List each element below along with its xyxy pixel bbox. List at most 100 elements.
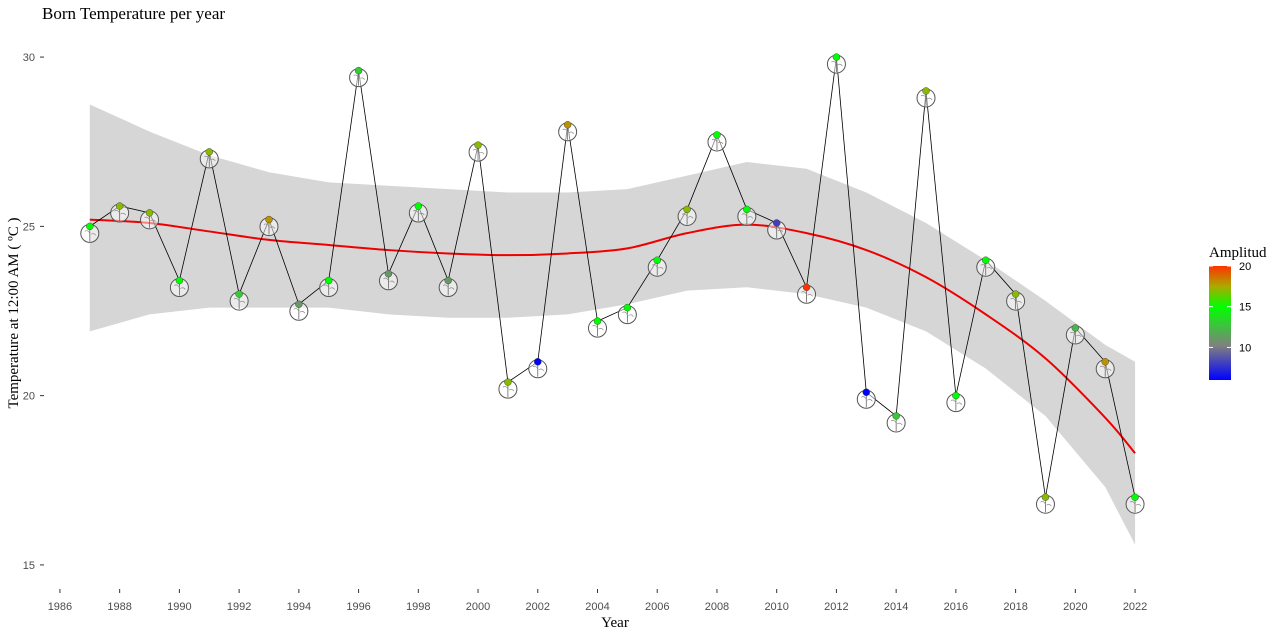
- x-tick-label: 1990: [167, 601, 191, 613]
- marker-detail: [950, 399, 963, 405]
- y-axis-title: Temperature at 12:00 AM ( ºC ): [6, 217, 22, 408]
- data-point: [976, 256, 996, 277]
- data-point: [916, 87, 936, 108]
- data-point: [1035, 493, 1055, 514]
- data-point: [528, 358, 548, 379]
- data-point: [1006, 290, 1026, 311]
- marker-detail: [293, 308, 306, 314]
- x-tick-label: 1988: [107, 601, 131, 613]
- marker-dot: [265, 215, 273, 224]
- marker-dot: [952, 391, 960, 400]
- x-tick-label: 2010: [764, 601, 788, 613]
- marker-dot: [683, 205, 691, 214]
- marker-detail: [1040, 501, 1052, 507]
- data-point: [647, 256, 667, 277]
- data-point: [886, 412, 906, 433]
- marker-dot: [1131, 493, 1139, 501]
- marker-detail: [472, 149, 485, 155]
- data-point: [199, 148, 219, 169]
- x-tick-label: 2020: [1063, 601, 1087, 613]
- marker-detail: [711, 138, 724, 145]
- data-point: [110, 202, 130, 223]
- marker-dot: [534, 358, 542, 366]
- legend-colorbar: [1209, 266, 1231, 380]
- data-point: [797, 283, 817, 304]
- marker-detail: [174, 284, 186, 290]
- marker-dot: [1011, 290, 1020, 298]
- marker-dot: [354, 66, 363, 75]
- marker-detail: [562, 128, 574, 135]
- confidence-band-layer: [89, 104, 1136, 545]
- marker-dot: [772, 219, 781, 227]
- x-tick-label: 2006: [645, 601, 669, 613]
- data-point: [1095, 358, 1115, 379]
- marker-dot: [414, 202, 423, 210]
- marker-detail: [204, 155, 216, 162]
- x-tick-label: 2000: [466, 601, 490, 613]
- marker-detail: [532, 365, 545, 371]
- marker-detail: [861, 396, 873, 402]
- x-tick-label: 2008: [705, 601, 729, 613]
- marker-dot: [832, 53, 841, 61]
- marker-detail: [413, 210, 425, 216]
- marker-detail: [741, 213, 754, 219]
- data-point: [588, 317, 607, 338]
- data-point: [856, 388, 876, 409]
- marker-dot: [384, 270, 393, 278]
- data-point: [617, 303, 637, 325]
- marker-detail: [1070, 331, 1082, 338]
- marker-dot: [1071, 324, 1080, 332]
- data-point: [408, 202, 428, 223]
- x-tick-label: 2012: [824, 601, 848, 613]
- data-point: [229, 290, 249, 311]
- data-point: [498, 378, 518, 399]
- confidence-band: [89, 104, 1136, 545]
- marker-detail: [890, 419, 903, 426]
- x-tick-label: 2002: [526, 601, 550, 613]
- x-tick-label: 2016: [944, 601, 968, 613]
- marker-detail: [980, 264, 993, 270]
- chart-title: Born Temperature per year: [42, 4, 225, 23]
- marker-dot: [86, 222, 94, 231]
- marker-detail: [84, 230, 97, 236]
- y-tick-label: 25: [23, 221, 35, 233]
- marker-detail: [442, 284, 455, 290]
- marker-layer: [80, 53, 1145, 514]
- trend-line-layer: [89, 218, 1136, 454]
- data-point: [677, 205, 697, 226]
- marker-detail: [622, 311, 634, 317]
- marker-detail: [801, 291, 813, 297]
- data-point: [946, 391, 966, 413]
- x-tick-label: 1992: [227, 601, 251, 613]
- marker-detail: [771, 226, 783, 233]
- data-point: [438, 276, 458, 298]
- x-tick-label: 2004: [585, 601, 609, 613]
- data-point: [767, 219, 787, 240]
- data-point: [826, 53, 846, 74]
- data-point: [349, 66, 369, 88]
- data-point: [378, 270, 398, 291]
- marker-detail: [383, 277, 395, 283]
- marker-detail: [502, 386, 515, 392]
- data-point: [169, 276, 189, 298]
- marker-detail: [652, 264, 664, 270]
- marker-detail: [920, 94, 933, 101]
- x-tick-label: 1994: [287, 601, 311, 613]
- data-point: [468, 141, 488, 162]
- marker-detail: [263, 223, 276, 229]
- marker-dot: [504, 378, 512, 386]
- legend-tick-label: 10: [1239, 342, 1251, 354]
- marker-dot: [1101, 358, 1109, 366]
- marker-dot: [563, 121, 572, 129]
- marker-dot: [205, 148, 213, 156]
- marker-dot: [713, 131, 721, 139]
- data-point: [259, 215, 279, 237]
- marker-dot: [444, 276, 452, 285]
- data-point: [319, 276, 339, 298]
- marker-detail: [233, 298, 246, 304]
- legend-title: Amplitud: [1209, 245, 1267, 261]
- marker-detail: [831, 61, 843, 67]
- x-tick-label: 1986: [48, 601, 72, 613]
- y-tick-label: 30: [23, 52, 35, 64]
